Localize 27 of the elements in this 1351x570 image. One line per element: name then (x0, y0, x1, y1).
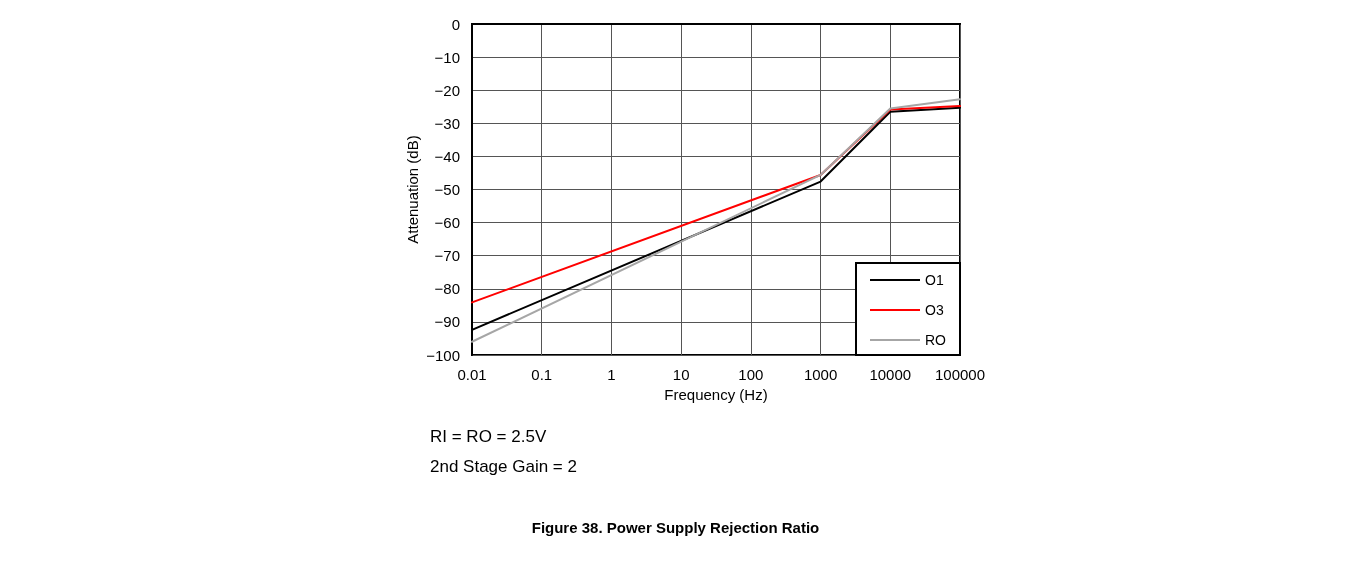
x-tick-label: 0.1 (531, 366, 553, 383)
text: 2nd Stage Gain = 2 (430, 457, 577, 476)
y-tick-label: −10 (434, 48, 460, 66)
x-tick-label: 10000 (869, 366, 912, 383)
y-tick-label: −40 (434, 147, 460, 165)
x-tick-label: 100000 (934, 366, 986, 383)
legend-label: O1 (925, 272, 944, 288)
x-tick-label: 1 (607, 366, 616, 383)
x-tick-label: 10 (672, 366, 690, 383)
y-tick-label: −80 (434, 280, 460, 298)
y-tick-label: −90 (434, 313, 460, 331)
y-tick-label: −100 (426, 346, 460, 364)
x-tick-label: 1000 (803, 366, 838, 383)
text: RI = RO = 2.5V (430, 427, 547, 446)
x-tick-label: 100 (738, 366, 764, 383)
legend-label: O3 (925, 302, 944, 318)
y-axis-title: Attenuation (dB) (404, 135, 421, 244)
legend-label: RO (925, 332, 947, 348)
y-tick-label: −60 (434, 214, 460, 232)
y-tick-label: −50 (434, 181, 460, 198)
x-tick-label: 0.01 (457, 366, 487, 383)
y-tick-label: −70 (434, 247, 460, 265)
y-tick-label: 0 (451, 15, 460, 33)
x-axis-title: Frequency (Hz) (664, 386, 768, 403)
text: Figure 38. Power Supply Rejection Ratio (531, 519, 820, 536)
y-tick-label: −30 (434, 114, 460, 132)
y-tick-label: −20 (434, 81, 460, 99)
